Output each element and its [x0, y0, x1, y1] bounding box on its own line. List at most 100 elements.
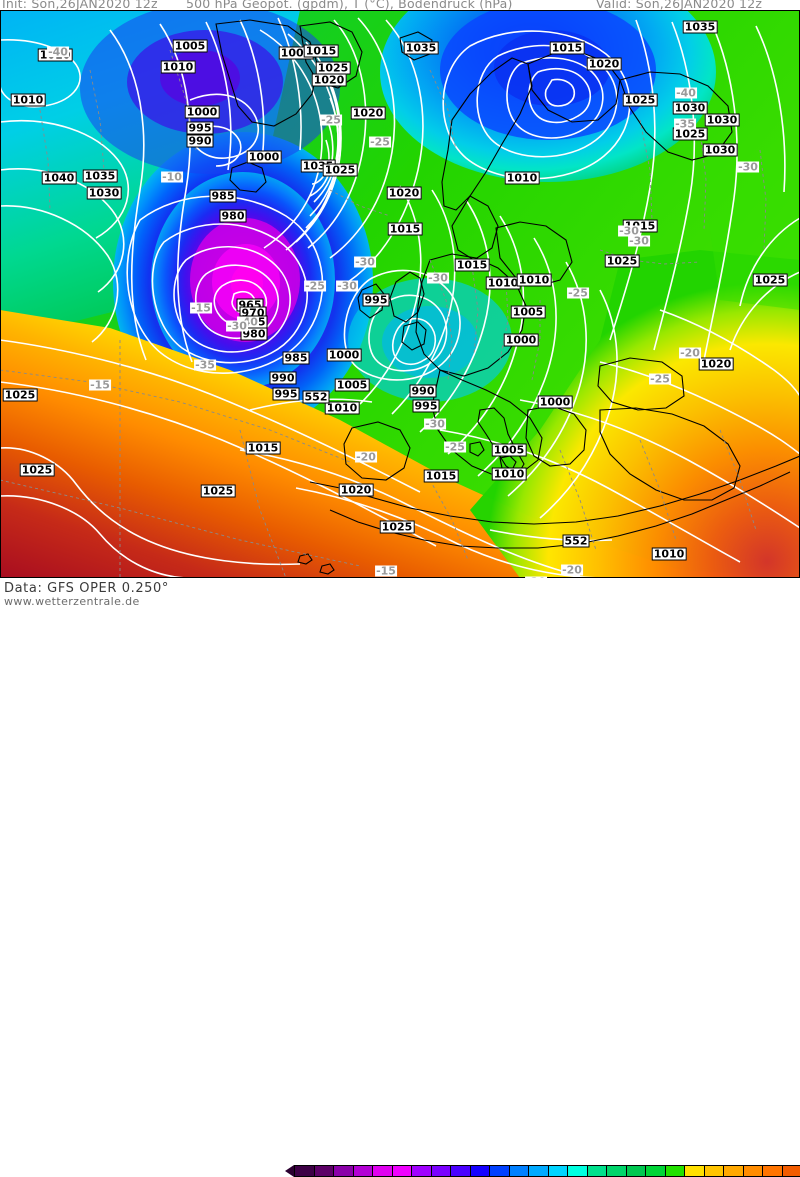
colorbar-swatch — [684, 1165, 704, 1177]
colorbar-swatch — [470, 1165, 490, 1177]
isobar-label: 1015 — [246, 442, 281, 455]
temperature-contour-label: -30 — [427, 273, 449, 284]
isobar-label: 1005 — [335, 379, 370, 392]
colorbar-swatch — [665, 1165, 685, 1177]
temperature-contour-label: -20 — [561, 565, 583, 576]
colorbar-swatch — [743, 1165, 763, 1177]
colorbar-swatch — [333, 1165, 353, 1177]
temperature-contour-label: -15 — [190, 303, 212, 314]
isobar-label: 1020 — [387, 187, 422, 200]
colorbar-swatch — [587, 1165, 607, 1177]
colorbar-swatch — [723, 1165, 743, 1177]
temperature-contour-label: -40 — [675, 88, 697, 99]
isobar-label: 1020 — [699, 358, 734, 371]
colorbar-swatch — [431, 1165, 451, 1177]
colorbar-swatch — [509, 1165, 529, 1177]
isobar-label: 1015 — [388, 223, 423, 236]
isobar-label: 1020 — [339, 484, 374, 497]
isobar-label: 980 — [220, 210, 247, 223]
isobar-label: 1000 — [504, 334, 539, 347]
temperature-contour-label: -15 — [89, 380, 111, 391]
isobar-label: 985 — [210, 190, 237, 203]
isobar-label: 990 — [410, 385, 437, 398]
temperature-contour-label: -30 — [618, 226, 640, 237]
isobar-label: 1010 — [325, 402, 360, 415]
data-source-label: Data: GFS OPER 0.250° — [4, 581, 169, 596]
isobar-label: 1025 — [3, 389, 38, 402]
isobar-label: 1025 — [605, 255, 640, 268]
colorbar-swatch — [645, 1165, 665, 1177]
temperature-colorbar[interactable] — [285, 1165, 800, 1177]
temperature-contour-label: -30 — [226, 321, 248, 332]
isobar-label: 1020 — [587, 58, 622, 71]
temperature-contour-label: -25 — [567, 288, 589, 299]
isobar-label: 1015 — [455, 259, 490, 272]
isobar-label: 1035 — [83, 170, 118, 183]
isobar-label: 1010 — [11, 94, 46, 107]
weather-chart-app: Init: Son,26JAN2020 12z 500 hPa Geopot. … — [0, 0, 800, 600]
isobar-label: 1025 — [201, 485, 236, 498]
isobar-label: 1035 — [683, 21, 718, 34]
isobar-label: 1025 — [380, 521, 415, 534]
isobar-label: 995 — [187, 122, 214, 135]
isobar-label: 1005 — [511, 306, 546, 319]
isobar-label: 990 — [187, 135, 214, 148]
colorbar-swatch — [353, 1165, 373, 1177]
isobar-label: 995 — [413, 400, 440, 413]
isobar-label: 995 — [363, 294, 390, 307]
temperature-contour-label: -30 — [354, 257, 376, 268]
isobar-label: 1000 — [327, 349, 362, 362]
isobar-label: 1015 — [304, 45, 339, 58]
isobar-label: 1005 — [173, 40, 208, 53]
colorbar-swatch — [294, 1165, 314, 1177]
colorbar-swatch — [762, 1165, 782, 1177]
temperature-contour-label: -25 — [320, 115, 342, 126]
isobar-label: 1030 — [87, 187, 122, 200]
temperature-contour-label: -35 — [674, 119, 696, 130]
colorbar-swatch — [314, 1165, 334, 1177]
isobar-label: 1005 — [492, 444, 527, 457]
weather-map[interactable]: 1010 1010 1005 1010 1005 1015 1025 1020 1020 1035… — [0, 10, 800, 578]
colorbar-swatch — [626, 1165, 646, 1177]
colorbar-swatch — [548, 1165, 568, 1177]
colorbar-swatch — [782, 1165, 800, 1177]
colorbar-swatch — [372, 1165, 392, 1177]
temperature-contour-label: -35 — [194, 360, 216, 371]
isobar-label: 1025 — [623, 94, 658, 107]
temperature-contour-label: -10 — [161, 172, 183, 183]
isobar-label: 1020 — [351, 107, 386, 120]
isobar-label: 1025 — [753, 274, 788, 287]
chart-footer: Data: GFS OPER 0.250° www.wetterzentrale… — [0, 578, 800, 600]
colorbar-swatch — [411, 1165, 431, 1177]
isobar-label: 1035 — [404, 42, 439, 55]
isobar-label: 1015 — [424, 470, 459, 483]
colorbar-swatch — [567, 1165, 587, 1177]
isobar-label: 1030 — [705, 114, 740, 127]
isobar-label: 1010 — [486, 277, 521, 290]
isobar-label: 1015 — [550, 42, 585, 55]
isobar-label: 1030 — [703, 144, 738, 157]
temperature-contour-label: -30 — [737, 162, 759, 173]
colorbar-swatch — [606, 1165, 626, 1177]
isobar-label: 1040 — [42, 172, 77, 185]
colorbar-swatch — [489, 1165, 509, 1177]
isobar-label: 1010 — [652, 548, 687, 561]
colorbar-left-cap — [285, 1165, 294, 1177]
temperature-contour-label: -20 — [355, 452, 377, 463]
isobar-label: 1000 — [247, 151, 282, 164]
temperature-contour-label: -20 — [679, 348, 701, 359]
colorbar-swatch — [704, 1165, 724, 1177]
isobar-label: 1025 — [323, 164, 358, 177]
temperature-contour-label: -25 — [304, 281, 326, 292]
isobar-label: 990 — [270, 372, 297, 385]
isobar-label: 1000 — [185, 106, 220, 119]
temperature-contour-label: -30 — [336, 281, 358, 292]
isobar-label: 552 — [303, 391, 330, 404]
isobar-label: 995 — [273, 388, 300, 401]
isobar-label: 1010 — [492, 468, 527, 481]
colorbar-swatch — [392, 1165, 412, 1177]
temperature-contour-label: -25 — [444, 442, 466, 453]
isobar-label: 1030 — [673, 102, 708, 115]
isobar-label: 985 — [283, 352, 310, 365]
colorbar-swatch — [528, 1165, 548, 1177]
